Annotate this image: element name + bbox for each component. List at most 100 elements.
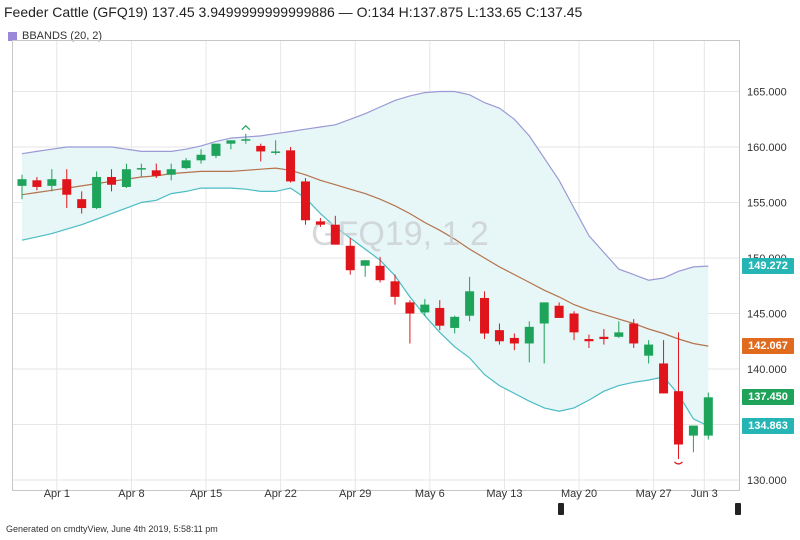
candle[interactable] xyxy=(77,191,87,214)
candle-body xyxy=(300,181,310,221)
y-tick-label: 165.000 xyxy=(747,87,787,99)
candle[interactable] xyxy=(166,163,176,181)
candle[interactable] xyxy=(688,425,698,453)
candle[interactable] xyxy=(539,302,549,364)
band-fill xyxy=(22,91,709,426)
high-marker-icon xyxy=(241,124,251,131)
candle[interactable] xyxy=(121,163,131,189)
candle[interactable] xyxy=(92,171,102,210)
candle[interactable] xyxy=(47,169,57,192)
x-tick-label: Apr 8 xyxy=(118,488,144,500)
candle[interactable] xyxy=(315,218,325,227)
candle[interactable] xyxy=(599,329,609,345)
candle[interactable] xyxy=(151,163,161,179)
candle-body xyxy=(554,305,564,318)
candle[interactable] xyxy=(420,299,430,316)
candle-body xyxy=(181,160,191,169)
indicator-legend[interactable]: BBANDS (20, 2) xyxy=(8,30,102,42)
candle[interactable] xyxy=(330,215,340,245)
candle[interactable] xyxy=(629,319,639,348)
candle-body xyxy=(121,169,131,187)
candle-body xyxy=(614,332,624,337)
candle[interactable] xyxy=(644,340,654,364)
candle[interactable] xyxy=(345,238,355,275)
candle-body xyxy=(465,291,475,316)
candle-body xyxy=(92,176,102,209)
candle[interactable] xyxy=(241,133,251,144)
middle-band-value-tag: 142.067 xyxy=(742,338,794,355)
candle[interactable] xyxy=(271,140,281,155)
x-tick-label: May 27 xyxy=(636,488,672,500)
candle[interactable] xyxy=(480,291,490,340)
candle[interactable] xyxy=(584,334,594,348)
candle-body xyxy=(330,224,340,245)
candle[interactable] xyxy=(405,300,415,344)
candle[interactable] xyxy=(256,143,266,162)
candle-body xyxy=(524,326,534,344)
candle[interactable] xyxy=(614,321,624,338)
candle[interactable] xyxy=(554,302,564,318)
candle-body xyxy=(241,139,251,141)
y-tick-label: 160.000 xyxy=(747,142,787,154)
candle[interactable] xyxy=(17,174,27,200)
candle-body xyxy=(166,169,176,175)
candle-body xyxy=(420,304,430,313)
candle[interactable] xyxy=(286,147,296,183)
candle-body xyxy=(584,339,594,342)
candle-body xyxy=(77,199,87,209)
range-handle-left-icon[interactable] xyxy=(558,503,564,515)
candle-body xyxy=(703,397,713,436)
upper-band-value-tag: 149.272 xyxy=(742,258,794,275)
candle[interactable] xyxy=(360,260,370,277)
candle[interactable] xyxy=(435,300,445,331)
candle[interactable] xyxy=(659,340,669,394)
candle[interactable] xyxy=(32,176,42,191)
candle-body xyxy=(390,281,400,297)
markers xyxy=(241,124,683,465)
x-tick-label: Apr 15 xyxy=(190,488,222,500)
x-tick-label: May 20 xyxy=(561,488,597,500)
candle[interactable] xyxy=(136,163,146,177)
x-tick-label: May 6 xyxy=(415,488,445,500)
candle[interactable] xyxy=(494,323,504,345)
candle[interactable] xyxy=(450,315,460,334)
candle-body xyxy=(450,316,460,328)
chart-frame[interactable] xyxy=(12,40,740,491)
candle-body xyxy=(196,154,206,161)
candle-body xyxy=(17,179,27,186)
candle[interactable] xyxy=(196,149,206,164)
candle[interactable] xyxy=(524,321,534,363)
x-tick-label: Apr 22 xyxy=(264,488,296,500)
candle[interactable] xyxy=(673,332,683,459)
candle[interactable] xyxy=(107,169,117,192)
candle[interactable] xyxy=(465,276,475,322)
x-axis-labels: Apr 1 Apr 8 Apr 15 Apr 22 Apr 29 May 6 May 13 M… xyxy=(44,488,718,500)
candle[interactable] xyxy=(509,333,519,351)
candle-body xyxy=(286,150,296,182)
candle[interactable] xyxy=(211,143,221,159)
candle-body xyxy=(494,330,504,342)
candle[interactable] xyxy=(375,256,385,283)
candle[interactable] xyxy=(181,158,191,170)
candle[interactable] xyxy=(300,178,310,225)
candle[interactable] xyxy=(569,311,579,341)
range-handle-right-icon[interactable] xyxy=(735,503,741,515)
candle-body xyxy=(375,265,385,281)
candle[interactable] xyxy=(226,140,236,150)
watermark: GFQ19, 1 2 xyxy=(311,215,489,253)
candle[interactable] xyxy=(703,392,713,440)
candle-body xyxy=(47,179,57,186)
candle-body xyxy=(629,323,639,344)
candle-body xyxy=(271,151,281,153)
footer-credit: Generated on cmdtyView, June 4th 2019, 5… xyxy=(6,524,218,534)
candle-body xyxy=(256,145,266,152)
candle-body xyxy=(539,302,549,324)
last-price-value-tag: 137.450 xyxy=(742,389,794,406)
upper-band-line xyxy=(21,90,709,281)
candle-body xyxy=(688,425,698,436)
candle-body xyxy=(673,391,683,445)
candle[interactable] xyxy=(390,274,400,305)
candle[interactable] xyxy=(62,169,72,209)
candle-body xyxy=(644,344,654,356)
